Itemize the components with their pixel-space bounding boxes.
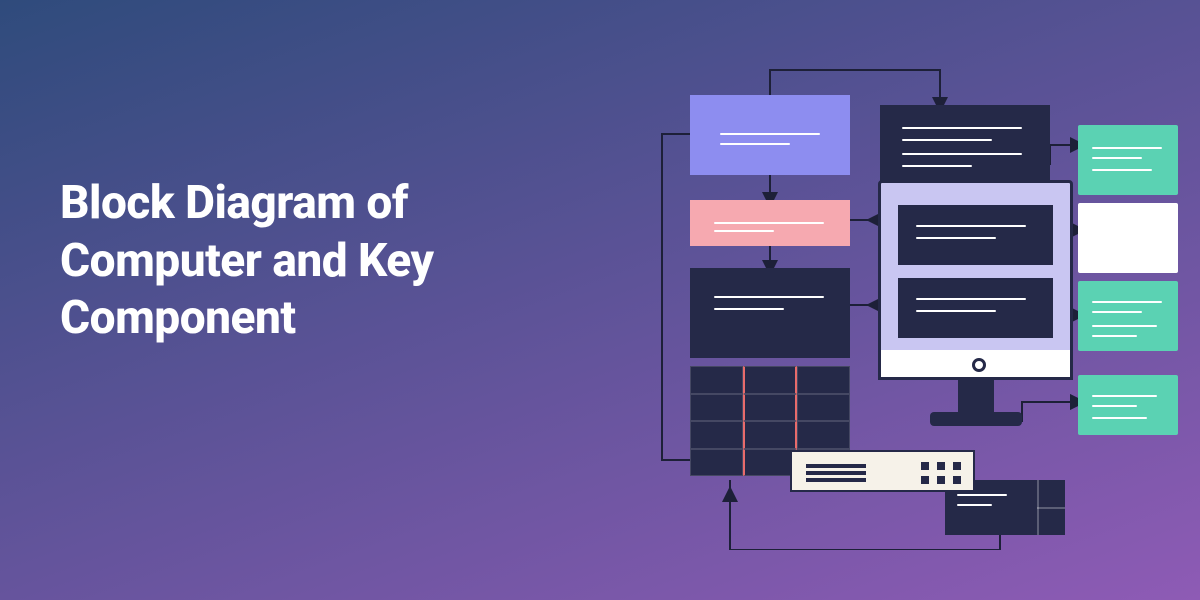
block-teal_3 [1078,375,1178,435]
block-teal_2 [1078,281,1178,351]
block-teal_1 [1078,125,1178,195]
monitor-panel2 [898,278,1053,338]
monitor-stand [958,380,994,414]
block-navy_mid [690,268,850,358]
block-device_box [790,450,975,492]
diagram-blocks [640,50,1180,550]
block-pink_mid [690,200,850,246]
block-diagram [640,50,1180,550]
block-white_1 [1078,203,1178,273]
monitor-panel1 [898,205,1053,265]
block-purple_top [690,95,850,175]
page-title: Block Diagram of Computer and Key Compon… [60,175,620,348]
monitor-base [930,412,1022,426]
monitor-bezel [878,350,1073,380]
